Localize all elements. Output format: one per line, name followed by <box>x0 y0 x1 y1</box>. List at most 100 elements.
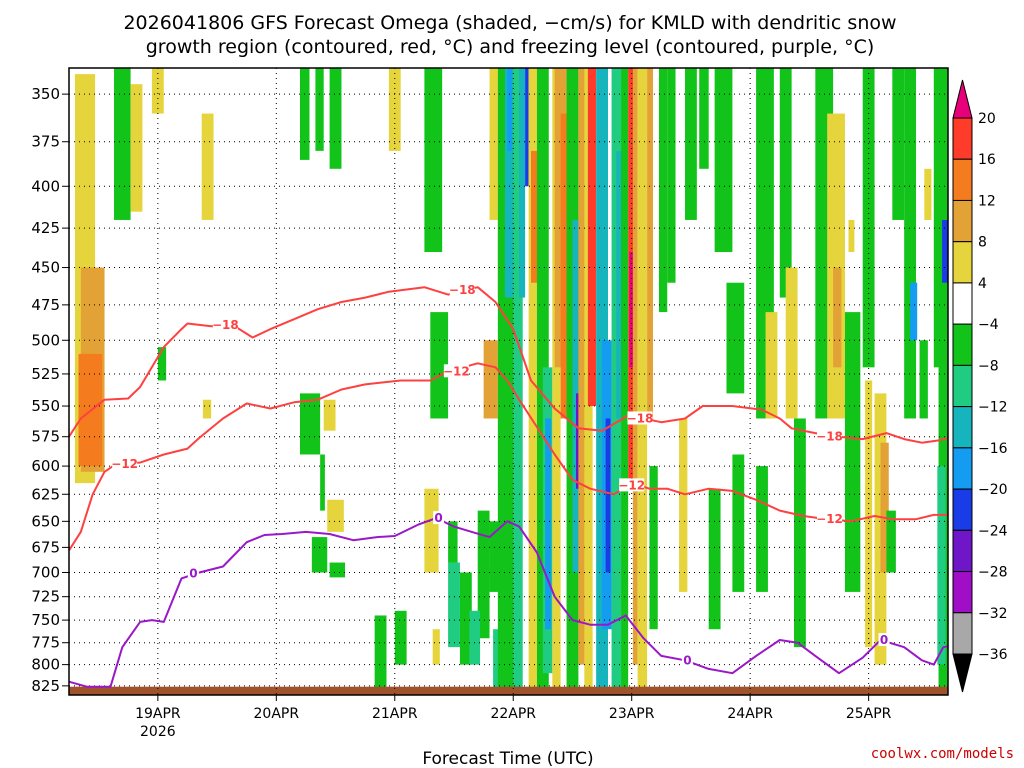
omega-cell <box>151 68 164 114</box>
contour-label-background <box>112 456 138 470</box>
x-tick-label: 20APR <box>254 706 300 722</box>
omega-cell <box>685 68 697 220</box>
omega-cell <box>469 610 481 665</box>
colorbar-tick-label: −24 <box>978 523 1008 539</box>
colorbar-tick-label: −12 <box>978 400 1008 416</box>
y-tick-label: 425 <box>31 219 60 237</box>
colorbar-segment <box>952 158 973 201</box>
colorbar-tick-label: −4 <box>978 317 999 333</box>
omega-cell <box>862 68 875 368</box>
omega-cell <box>388 68 401 151</box>
x-tick-label: 23APR <box>609 706 655 722</box>
y-tick-label: 600 <box>31 457 60 475</box>
omega-cell <box>714 68 733 253</box>
omega-cell <box>519 68 526 298</box>
plot-area: −18 −18 −18 −18 −12 −12 −12 −12 0 0 0 0 <box>68 67 949 696</box>
omega-cell <box>933 68 941 368</box>
omega-cell <box>658 68 668 313</box>
colorbar-segment <box>952 117 973 160</box>
contour-label-background <box>817 512 843 526</box>
y-tick-label: 450 <box>31 259 60 277</box>
y-tick-label: 350 <box>31 85 60 103</box>
colorbar: 20 16 12 8 4 −4 −8 −12 −16 −20 −24 −28 −32 −36 <box>952 79 1008 693</box>
y-tick-label: 375 <box>31 133 60 151</box>
omega-cell <box>329 562 346 578</box>
omega-cell <box>507 68 513 151</box>
contour-label: −18 <box>449 283 476 297</box>
omega-cell <box>699 68 709 169</box>
y-tick-label: 800 <box>31 656 60 674</box>
omega-cell <box>880 442 889 573</box>
omega-cell <box>937 466 946 665</box>
contour-label: −18 <box>627 411 654 425</box>
colorbar-tick-label: 12 <box>978 193 996 209</box>
omega-cell <box>833 267 842 368</box>
omega-cell <box>329 68 342 169</box>
omega-cell <box>886 510 896 573</box>
colorbar-segment <box>952 571 973 614</box>
omega-cell <box>130 84 143 212</box>
omega-cell <box>874 393 887 665</box>
omega-cell <box>504 68 514 298</box>
y-tick-label: 625 <box>31 485 60 503</box>
y-tick-label: 825 <box>31 677 60 695</box>
colorbar-tick-label: −16 <box>978 441 1008 457</box>
contour-label: −12 <box>443 364 470 378</box>
colorbar-tick-label: −32 <box>978 606 1008 622</box>
omega-cell <box>448 521 458 563</box>
omega-cell <box>629 252 633 368</box>
colorbar-segment <box>952 364 973 408</box>
credit-text: coolwx.com/models <box>871 746 1014 762</box>
contour-label-background <box>878 633 890 647</box>
colorbar-tick-label: −8 <box>978 358 999 374</box>
colorbar-tick-label: −36 <box>978 647 1008 663</box>
omega-cell <box>300 68 310 160</box>
plot-frame <box>68 67 949 696</box>
omega-cell <box>765 312 778 419</box>
omega-cell <box>892 68 905 220</box>
omega-cell <box>848 219 855 253</box>
y-tick-label: 675 <box>31 538 60 556</box>
omega-cell <box>323 399 336 431</box>
omega-cell <box>448 562 460 648</box>
ground-fill <box>69 686 948 695</box>
omega-cell <box>637 68 648 691</box>
contour-label-background <box>433 511 445 525</box>
contour-label-background <box>449 283 475 297</box>
omega-cell <box>528 68 537 691</box>
contour-label: −12 <box>618 478 645 492</box>
omega-cell <box>374 615 387 691</box>
pressure-axis: 350 375 400 425 450 475 500 525 550 575 600 625 650 6… <box>31 85 69 695</box>
y-tick-label: 500 <box>31 331 60 349</box>
omega-cell <box>919 340 928 419</box>
omega-cell <box>513 68 523 691</box>
omega-cell <box>552 68 561 691</box>
contour-label-background <box>187 566 199 580</box>
omega-cell <box>632 68 638 665</box>
y-tick-label: 475 <box>31 296 60 314</box>
x-tick-label: 24APR <box>727 706 773 722</box>
omega-cell <box>424 68 443 253</box>
x-tick-label: 21APR <box>372 706 418 722</box>
omega-cell <box>910 282 918 341</box>
y-tick-label: 550 <box>31 397 60 415</box>
chart-title-line-2: growth region (contoured, red, °C) and f… <box>146 36 875 58</box>
omega-cell <box>202 399 212 419</box>
x-tick-sublabel: 2026 <box>140 724 176 740</box>
colorbar-tick-label: 16 <box>978 152 996 168</box>
omega-cell <box>477 510 490 639</box>
omega-cell <box>621 68 629 691</box>
y-tick-label: 725 <box>31 588 60 606</box>
colorbar-bottom-triangle <box>952 653 973 693</box>
contour-label: 0 <box>880 633 888 647</box>
y-tick-label: 525 <box>31 365 60 383</box>
omega-cell <box>424 488 439 573</box>
omega-shading-layer <box>69 68 948 695</box>
y-tick-label: 700 <box>31 563 60 581</box>
contour-label-background <box>619 478 645 492</box>
omega-cell <box>942 219 948 283</box>
omega-cell <box>605 418 611 573</box>
contour-label: 0 <box>683 653 691 667</box>
colorbar-tick-label: −28 <box>978 565 1008 581</box>
omega-cell <box>844 312 861 592</box>
